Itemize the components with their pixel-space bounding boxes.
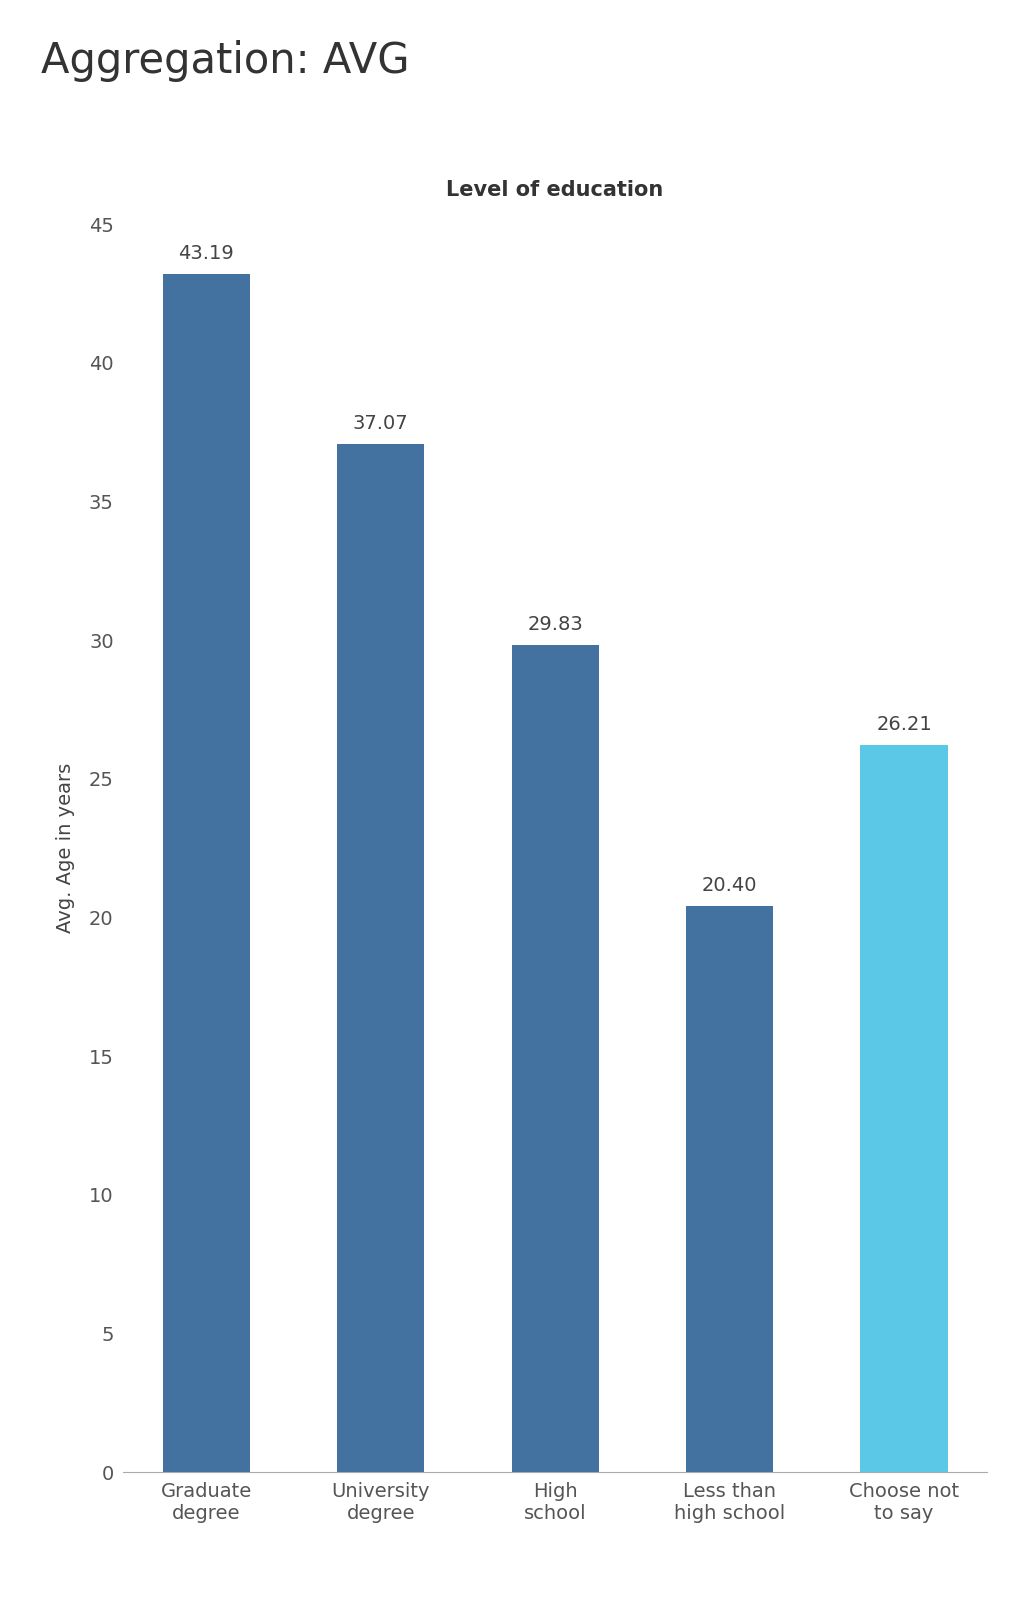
Text: 43.19: 43.19	[178, 245, 234, 262]
Text: Aggregation: AVG: Aggregation: AVG	[41, 40, 409, 82]
Text: 29.83: 29.83	[527, 614, 583, 634]
Text: 26.21: 26.21	[876, 715, 932, 734]
Bar	[162, 274, 250, 1472]
Text: 20.40: 20.40	[702, 877, 758, 894]
Bar	[512, 645, 598, 1472]
Bar	[686, 906, 773, 1472]
Text: 37.07: 37.07	[353, 414, 408, 434]
Bar	[337, 443, 425, 1472]
Text: Level of education: Level of education	[446, 179, 664, 200]
Y-axis label: Avg. Age in years: Avg. Age in years	[56, 763, 75, 933]
Bar	[860, 746, 948, 1472]
